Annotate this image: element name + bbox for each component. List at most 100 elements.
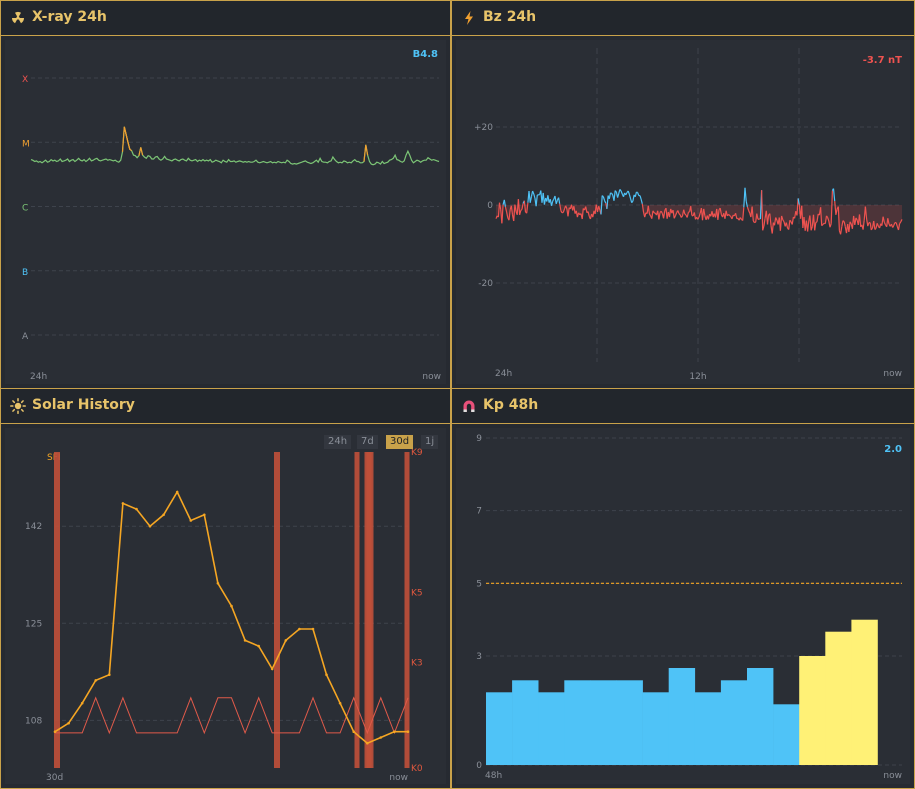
bz-segment [769,213,772,226]
bz-segment [837,206,840,231]
panel-header: Kp 48h [452,389,914,424]
bz-segment [690,206,693,216]
xray-panel: X-ray 24h A B C M X B4.8 24h now [0,0,451,389]
bz-segment [867,222,870,227]
x-tick-label: 12h [689,372,706,382]
x-tick-label: now [883,771,902,781]
bz-segment [686,212,689,218]
bz-segment [552,198,555,202]
bz-segment [514,204,517,212]
bz-segment [862,220,865,230]
kp-bar [773,704,800,765]
sfi-point [135,507,138,511]
bz-segment [658,212,661,220]
xray-series-line [30,126,440,166]
y-tick-label: 5 [476,579,482,589]
kp-bar [747,668,774,765]
bz-segment [763,218,766,227]
bz-segment [725,210,728,217]
bz-segment [604,200,607,204]
bz-segment [719,207,722,215]
sfi-point [53,730,57,733]
storm-bar [54,452,60,768]
bz-segment [874,227,877,231]
bz-segment [785,222,789,229]
bz-segment [773,217,777,226]
bz-segment [791,217,794,225]
bz-segment [684,213,687,216]
tab-24h[interactable]: 24h [324,435,352,449]
y-tick-label: 7 [476,507,482,517]
sfi-point [325,673,328,676]
bz-segment [639,195,642,200]
solar-panel: Solar History 108 125 142 K0 K3 K5 K9 SFI 30d now… [0,388,451,789]
bz-segment [617,193,620,198]
bz-segment [526,202,529,214]
bz-segment [820,207,823,226]
y-tick-label: 142 [25,522,42,532]
bz-segment [513,204,516,222]
current-value: B4.8 [413,49,438,60]
bz-segment [573,206,576,214]
storm-bar [354,452,360,768]
bz-segment [855,217,858,221]
bz-segment [587,211,590,217]
xray-chart: A B C M X B4.8 24h now [5,40,446,384]
bz-segment [674,212,678,217]
bz-segment [625,192,628,196]
storm-bar [274,452,280,768]
sfi-point [94,679,97,682]
y-tick-label: 3 [476,652,482,662]
tab-7d[interactable]: 7d [357,435,378,449]
bz-segment [632,194,635,202]
y-tick-label: 9 [476,434,482,444]
bz-segment [899,221,902,225]
bz-segment [848,221,851,232]
bz-segment [680,215,683,218]
bz-segment [835,209,838,215]
bz-segment [648,213,652,217]
sfi-point [216,582,220,585]
bz-segment [517,199,521,215]
bz-segment [809,215,812,231]
sfi-point [284,639,288,642]
bz-segment [663,210,666,219]
y-tick-label: X [22,75,28,85]
bz-segment [796,198,799,216]
bz-segment [762,225,765,231]
bz-segment [619,189,622,192]
bz-segment [550,200,554,206]
bz-segment [822,222,825,225]
radiation-icon [11,11,25,24]
bz-segment [873,220,876,230]
bz-segment [729,215,732,218]
tab-30d[interactable]: 30d [386,435,414,449]
xray-peak-segment [138,147,144,156]
kp-bar [642,692,669,765]
bz-segment [532,190,535,195]
bz-segment [672,210,675,219]
panel-header: Solar History [1,389,450,424]
y-tick-label: K5 [411,588,423,598]
bz-segment [600,195,603,215]
sfi-point [80,701,84,705]
sun-icon [10,398,26,414]
bz-segment [529,196,532,203]
bz-segment [834,201,837,215]
bz-segment [652,210,655,214]
kp-bar [512,680,539,765]
solar-chart: 108 125 142 K0 K3 K5 K9 SFI 30d now 24h 7d 30d 1j [5,428,446,784]
sfi-point [175,490,179,494]
bz-segment [602,196,606,201]
bz-segment [673,215,676,219]
sfi-point [270,667,274,671]
bz-segment [815,221,818,224]
tab-1j[interactable]: 1j [421,435,439,449]
bz-segment [756,213,759,220]
bz-segment [677,210,680,214]
storm-bar [366,452,374,768]
bz-segment [644,212,647,218]
storm-bar [404,452,410,768]
bz-segment [761,190,764,231]
kp-bar [590,680,617,765]
